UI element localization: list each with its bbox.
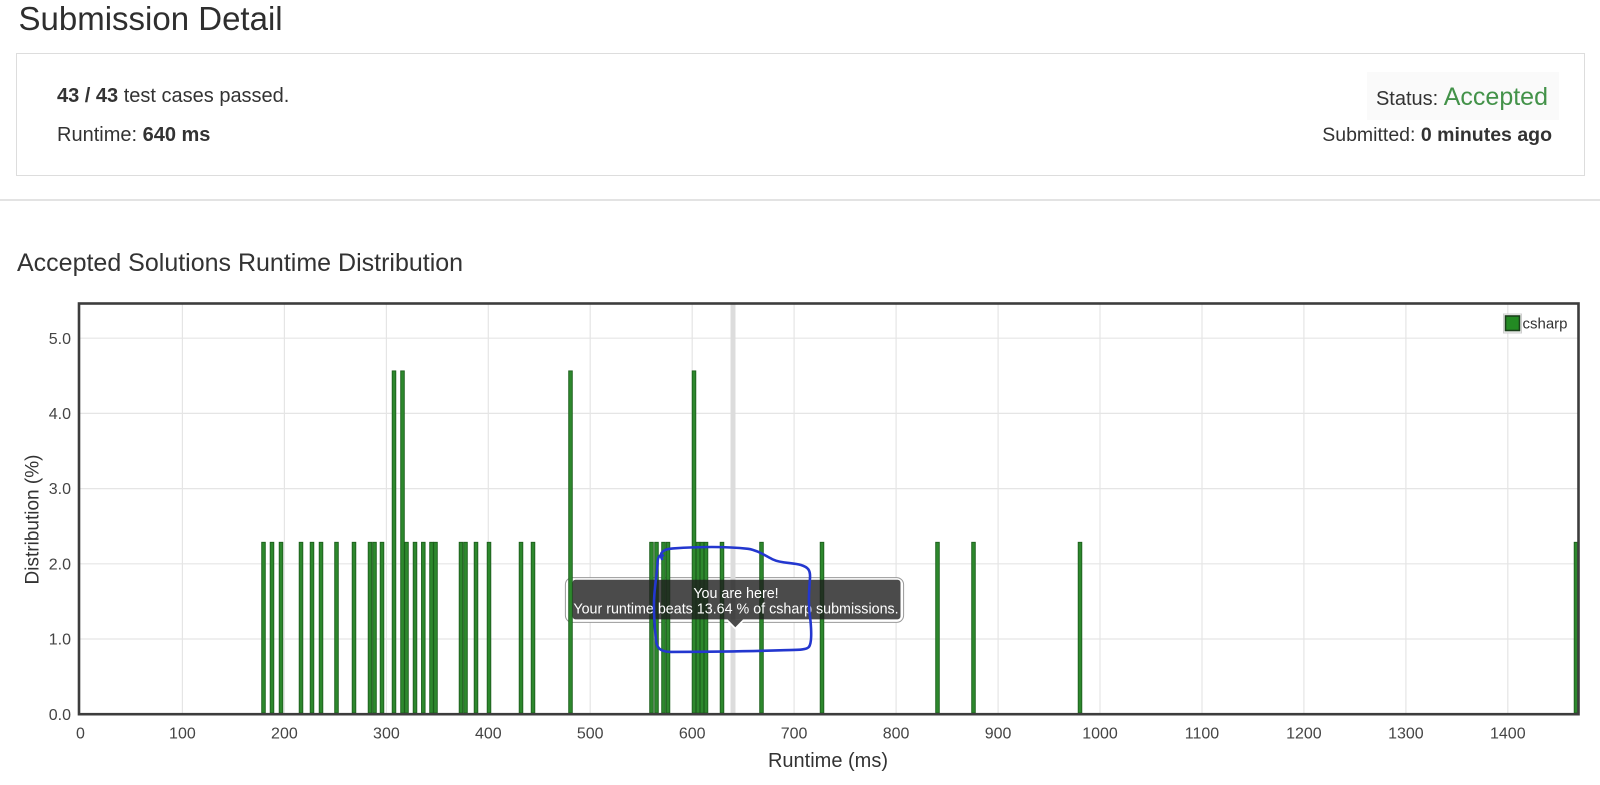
svg-text:1400: 1400 — [1490, 726, 1526, 743]
svg-text:600: 600 — [679, 726, 706, 743]
svg-text:Your runtime beats 13.64 % of: Your runtime beats 13.64 % of csharp sub… — [573, 601, 898, 617]
svg-text:200: 200 — [271, 726, 298, 743]
svg-text:0.0: 0.0 — [49, 707, 71, 724]
svg-text:1300: 1300 — [1388, 726, 1424, 743]
svg-text:Runtime (ms): Runtime (ms) — [768, 750, 888, 772]
svg-text:1000: 1000 — [1082, 726, 1118, 743]
svg-text:500: 500 — [577, 726, 604, 743]
svg-text:1200: 1200 — [1286, 726, 1322, 743]
svg-text:0: 0 — [76, 726, 85, 743]
svg-text:100: 100 — [169, 726, 196, 743]
svg-text:1100: 1100 — [1185, 726, 1220, 743]
svg-text:400: 400 — [475, 726, 502, 743]
svg-text:1.0: 1.0 — [49, 632, 71, 649]
svg-text:3.0: 3.0 — [49, 481, 71, 498]
svg-text:800: 800 — [883, 726, 910, 743]
svg-text:300: 300 — [373, 726, 400, 743]
svg-text:2.0: 2.0 — [49, 556, 71, 573]
svg-text:4.0: 4.0 — [49, 406, 71, 423]
svg-text:You are here!: You are here! — [693, 586, 778, 602]
svg-text:5.0: 5.0 — [49, 331, 71, 348]
svg-text:csharp: csharp — [1523, 316, 1568, 333]
svg-text:700: 700 — [781, 726, 808, 743]
svg-text:Distribution (%): Distribution (%) — [23, 455, 44, 585]
svg-text:900: 900 — [985, 726, 1012, 743]
